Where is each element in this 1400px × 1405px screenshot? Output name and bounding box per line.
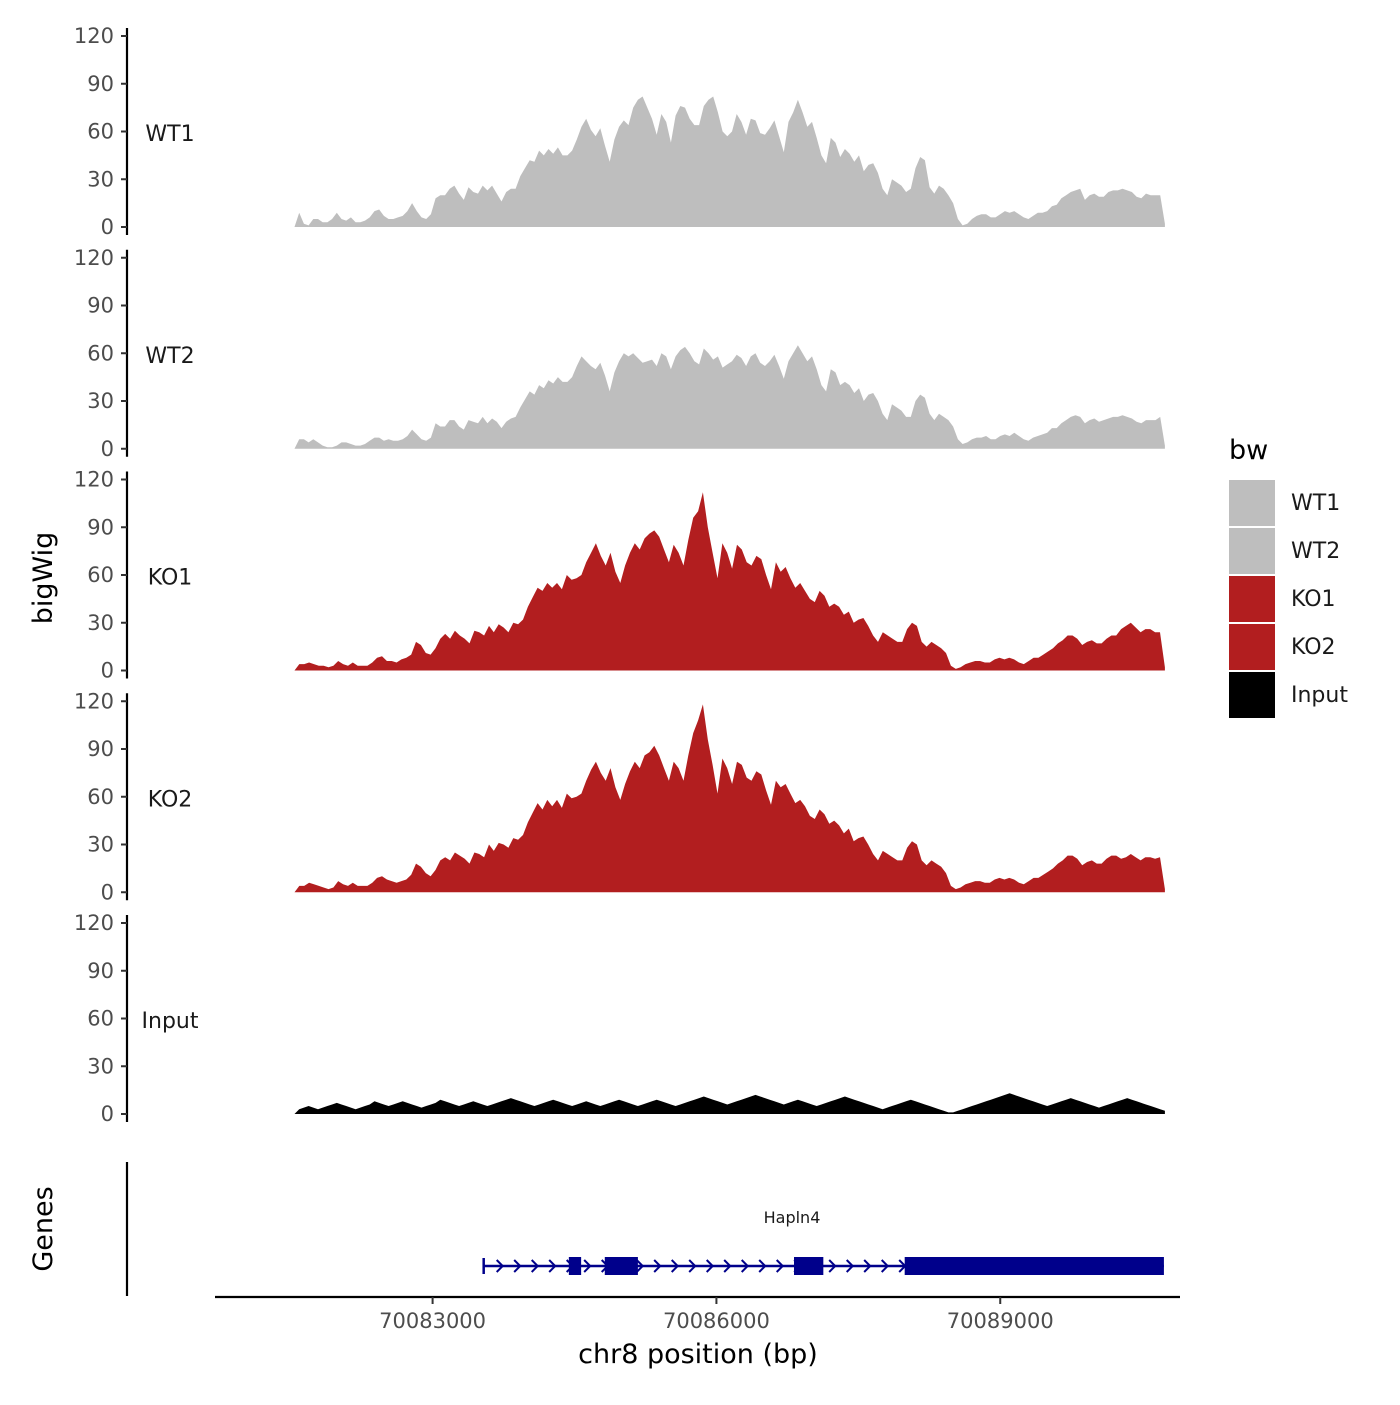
panel-wt2: 0 30 60 90 120 WT2 — [74, 246, 1165, 461]
x-axis-title: chr8 position (bp) — [578, 1339, 818, 1370]
y-tick-label: 0 — [101, 437, 114, 461]
y-tick-label: 60 — [87, 1007, 114, 1031]
legend-label-input: Input — [1291, 683, 1348, 708]
area-wt1 — [294, 96, 1165, 227]
track-panels: 0306090120WT10306090120WT20306090120KO10… — [74, 24, 1165, 1126]
legend-label-ko2: KO2 — [1291, 635, 1336, 660]
y-tick-label: 30 — [87, 1054, 114, 1078]
strand-arrow — [758, 1259, 767, 1273]
strand-arrow — [880, 1259, 890, 1273]
legend-label-wt1: WT1 — [1291, 491, 1340, 516]
y-tick-label: 120 — [74, 24, 114, 48]
panel-ko2: 0 30 60 90 120 KO2 — [74, 689, 1165, 904]
y-tick-label: 120 — [74, 468, 114, 492]
y-tick-label: 60 — [87, 563, 114, 587]
panel-input: 0 30 60 90 120 Input — [74, 911, 1165, 1126]
gene-exon — [794, 1257, 824, 1275]
strand-arrow — [828, 1259, 837, 1273]
legend-key-wt1 — [1229, 480, 1275, 526]
y-tick-label: 0 — [101, 215, 114, 239]
area-input — [294, 1093, 1165, 1114]
legend-label-ko1: KO1 — [1291, 587, 1336, 612]
genes-axis-title: Genes — [28, 1186, 59, 1271]
strand-arrow — [775, 1259, 785, 1273]
y-tick-label: 90 — [87, 72, 114, 96]
strand-arrow — [705, 1259, 715, 1273]
legend-label-wt2: WT2 — [1291, 539, 1340, 564]
y-tick-label: 120 — [74, 911, 114, 935]
y-tick-label: 30 — [87, 167, 114, 191]
y-tick-label: 30 — [87, 611, 114, 635]
area-ko2 — [294, 704, 1165, 893]
strand-arrow — [670, 1259, 680, 1273]
strand-arrow — [635, 1259, 645, 1273]
panel-wt1: 0 30 60 90 120 WT1 — [74, 24, 1165, 239]
y-tick-label: 60 — [87, 341, 114, 365]
strand-arrow — [740, 1259, 750, 1273]
legend: bw WT1 WT2 KO1 KO2 Input — [1229, 435, 1348, 718]
x-tick-label: 70089000 — [947, 1309, 1054, 1333]
strand-arrow — [495, 1259, 505, 1273]
panel-label-wt1: WT1 — [145, 122, 194, 147]
legend-key-input — [1229, 672, 1275, 718]
strand-arrow — [548, 1259, 557, 1273]
gene-exon — [904, 1257, 1164, 1275]
strand-arrow — [688, 1259, 697, 1273]
x-tick-label: 70083000 — [379, 1309, 486, 1333]
y-tick-label: 90 — [87, 959, 114, 983]
strand-arrow — [583, 1259, 592, 1273]
y-tick-label: 120 — [74, 246, 114, 270]
y-tick-label: 30 — [87, 389, 114, 413]
gene-exon — [568, 1257, 582, 1275]
y-tick-label: 90 — [87, 515, 114, 539]
strand-arrow — [530, 1259, 540, 1273]
y-tick-label: 0 — [101, 659, 114, 683]
strand-arrow — [653, 1259, 662, 1273]
x-axis: 70083000 70086000 70089000 — [215, 1295, 1180, 1333]
strand-arrow — [723, 1259, 732, 1273]
y-axis-title: bigWig — [28, 532, 59, 625]
strand-arrow — [845, 1259, 855, 1273]
y-tick-label: 90 — [87, 294, 114, 318]
panel-label-ko1: KO1 — [148, 566, 193, 591]
gene-label: Hapln4 — [764, 1208, 821, 1227]
legend-key-wt2 — [1229, 528, 1275, 574]
legend-key-ko2 — [1229, 624, 1275, 670]
x-tick-label: 70086000 — [663, 1309, 770, 1333]
y-tick-label: 30 — [87, 833, 114, 857]
panel-label-wt2: WT2 — [145, 344, 194, 369]
gene-track: Hapln4 — [125, 1162, 1164, 1296]
y-tick-label: 90 — [87, 737, 114, 761]
y-tick-label: 120 — [74, 689, 114, 713]
panel-label-ko2: KO2 — [148, 787, 193, 812]
gene-exon — [604, 1257, 638, 1275]
strand-arrow — [513, 1259, 522, 1273]
legend-title: bw — [1229, 435, 1268, 466]
y-tick-label: 0 — [101, 1102, 114, 1126]
y-tick-label: 60 — [87, 785, 114, 809]
y-tick-label: 0 — [101, 880, 114, 904]
legend-key-ko1 — [1229, 576, 1275, 622]
panel-label-input: Input — [142, 1009, 199, 1034]
area-wt2 — [294, 345, 1165, 449]
panel-ko1: 0 30 60 90 120 KO1 — [74, 468, 1165, 683]
area-ko1 — [294, 492, 1165, 671]
y-tick-label: 60 — [87, 120, 114, 144]
strand-arrow — [863, 1259, 872, 1273]
